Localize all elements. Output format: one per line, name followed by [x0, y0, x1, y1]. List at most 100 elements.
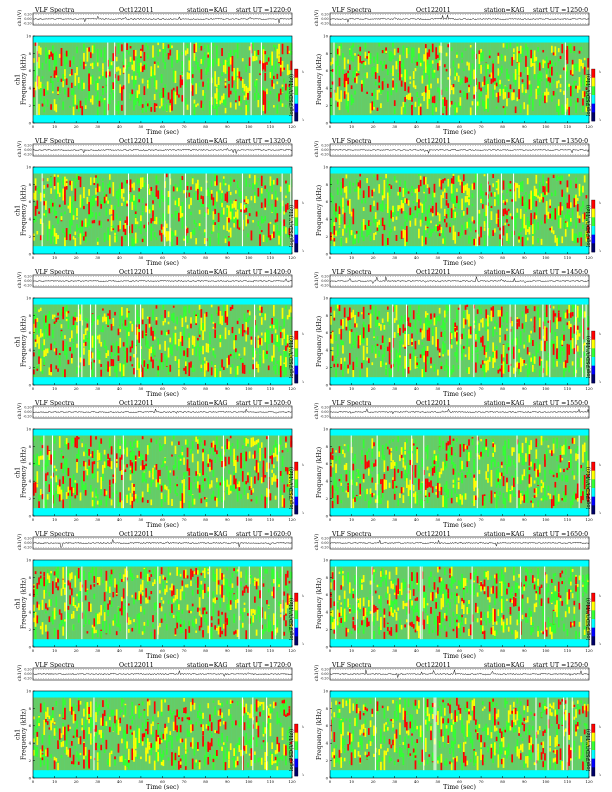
spectrogram-cell	[183, 306, 186, 318]
spectrogram-cell	[442, 179, 445, 184]
spectrogram-cell	[447, 211, 450, 217]
spectrogram-cell	[70, 353, 73, 359]
spectrogram-cell	[388, 368, 391, 378]
spectrogram-cell	[376, 107, 379, 111]
spectrogram-cell	[352, 232, 355, 245]
spectrogram-cell	[471, 183, 474, 191]
colorbar-label: log(PSD(V²/Hz))	[288, 205, 295, 247]
spectrogram-column	[507, 304, 510, 378]
spectrogram-cell	[549, 80, 552, 89]
spectrogram-column	[513, 304, 515, 378]
spectrogram-cell	[335, 43, 338, 56]
spectrogram-cell	[468, 77, 471, 81]
spectrogram-cell	[499, 310, 502, 317]
spectrogram-column	[228, 304, 231, 378]
spectrogram-cell	[459, 90, 462, 93]
spectrogram-cell	[373, 89, 376, 100]
spectrogram-cell	[355, 357, 358, 367]
spectrogram-cell	[476, 105, 479, 110]
spectrogram-column	[58, 173, 61, 247]
spectrogram-column	[252, 173, 255, 247]
spectrogram-column	[563, 173, 566, 247]
spectrogram-cell	[367, 312, 370, 315]
spectrogram-column	[462, 304, 465, 378]
spectrogram-cell	[366, 222, 369, 230]
spectrogram-column	[568, 42, 571, 116]
spectrogram-cell	[426, 313, 429, 317]
spectrogram-cell	[352, 309, 355, 318]
spectrogram-cell	[197, 340, 199, 348]
spectrogram-cell	[399, 54, 401, 61]
spectrogram-cell	[499, 237, 502, 247]
spectrogram-cell	[478, 50, 481, 57]
spectrogram-cell	[129, 179, 132, 189]
spectrogram-column	[107, 173, 110, 247]
spectrogram-cell	[77, 77, 80, 85]
spectrogram-cell	[259, 69, 262, 74]
spectrogram-column	[547, 173, 550, 247]
spectrogram-cell	[347, 201, 350, 206]
spectrogram-cell	[143, 86, 146, 96]
colorbar-segment	[591, 217, 595, 227]
spectrogram-cell	[198, 346, 201, 357]
spectrogram-cell	[183, 347, 186, 352]
spectrogram-cell	[561, 189, 564, 197]
spectrogram-column	[438, 173, 441, 247]
spectrogram-column	[216, 173, 218, 247]
spectrogram-gap	[41, 173, 43, 247]
spectrogram-cell	[45, 86, 48, 96]
spectrogram-cell	[131, 64, 134, 70]
spectrogram-column	[330, 173, 332, 247]
spectrogram-cell	[511, 92, 514, 100]
spectrogram-column	[452, 304, 455, 378]
spectrogram-cell	[288, 184, 291, 192]
spectrogram-cell	[72, 56, 75, 65]
spectrogram-cell	[516, 214, 519, 218]
spectrogram-cell	[245, 85, 248, 98]
spectrogram-cell	[200, 70, 203, 80]
spectrogram-cell	[342, 345, 345, 354]
spectrogram-cell	[371, 362, 374, 366]
spectrogram-column	[83, 42, 85, 116]
spectrogram-cell	[466, 335, 469, 348]
spectrogram-cell	[39, 89, 42, 101]
spectrogram-cell	[273, 228, 275, 238]
spectrogram-cell	[169, 105, 172, 113]
spectrogram-cell	[58, 321, 61, 324]
spectrogram-cell	[105, 207, 108, 216]
spectrogram-cell	[369, 222, 372, 226]
spectrogram-cell	[354, 67, 357, 76]
spectrogram-cell	[100, 221, 103, 228]
spectrogram-cell	[381, 64, 384, 71]
spectrogram-column	[95, 173, 98, 247]
spectrogram-cell	[431, 211, 434, 217]
spectrogram-cell	[50, 180, 53, 186]
spectrogram-cell	[103, 102, 106, 108]
spectrogram-cell	[228, 83, 231, 98]
spectrogram-cell	[191, 85, 194, 96]
spectrogram-cell	[171, 45, 174, 49]
spectrogram-cell	[167, 321, 170, 325]
spectrogram-cell	[43, 88, 46, 96]
spectrogram-cell	[399, 191, 401, 200]
spectrogram-cell	[570, 70, 572, 75]
spectrogram-column	[469, 304, 472, 378]
spectrogram-cell	[129, 229, 132, 235]
spectrogram-cell	[445, 68, 448, 72]
spectrogram-cell	[231, 326, 234, 334]
spectrogram-cell	[464, 184, 467, 191]
spectrogram-column	[438, 304, 441, 378]
spectrogram-column	[412, 173, 415, 247]
spectrogram-cell	[127, 331, 130, 337]
spectrogram-cell	[350, 344, 353, 349]
spectrogram-cell	[33, 217, 35, 224]
spectrogram-column	[480, 42, 483, 116]
spectrogram-cell	[528, 334, 531, 343]
spectrogram-cell	[248, 369, 251, 374]
spectrogram-column	[506, 173, 509, 247]
spectrogram-cell	[141, 198, 144, 203]
spectrogram-column	[79, 42, 82, 116]
spectrogram-cell	[575, 100, 578, 113]
spectrogram-cell	[58, 53, 61, 58]
spectrogram-cell	[167, 44, 170, 49]
